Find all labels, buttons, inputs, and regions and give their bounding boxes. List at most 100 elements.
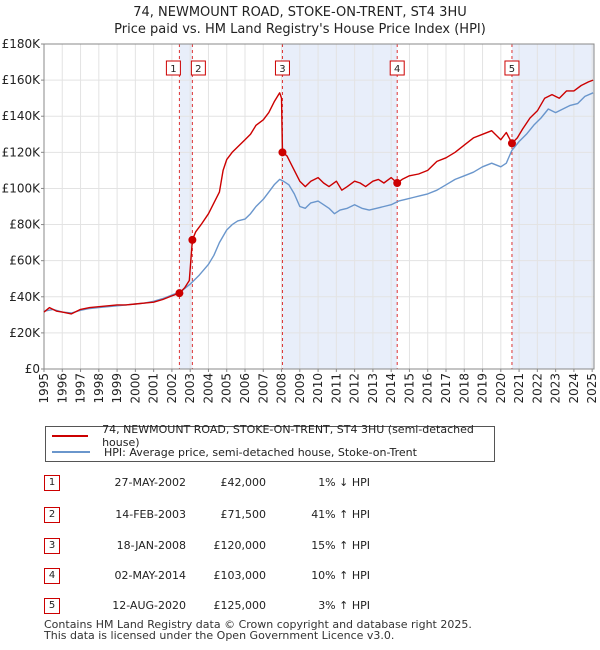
x-tick-label: 2003	[183, 373, 197, 404]
sale-row: 4 02-MAY-2014 £103,000 10% ↑ HPI	[0, 567, 600, 587]
y-tick-label: £80K	[9, 218, 41, 232]
x-tick-label: 2021	[512, 373, 526, 404]
title-line-2: Price paid vs. HM Land Registry's House …	[114, 22, 486, 37]
footer-attribution: Contains HM Land Registry data © Crown c…	[44, 619, 472, 641]
x-tick-label: 1995	[37, 373, 51, 404]
sale-price: £120,000	[213, 539, 267, 552]
legend-label-property: 74, NEWMOUNT ROAD, STOKE-ON-TRENT, ST4 3…	[102, 423, 474, 449]
sale-row: 3 18-JAN-2008 £120,000 15% ↑ HPI	[0, 537, 600, 557]
sale-label-box	[274, 60, 290, 76]
x-tick-label: 1997	[74, 373, 88, 404]
sale-price: £71,500	[220, 508, 267, 521]
sale-point	[175, 289, 184, 298]
x-tick-label: 2011	[329, 373, 343, 404]
x-tick-label: 2012	[348, 373, 362, 404]
sale-label-text: 5	[509, 64, 515, 75]
x-tick-label: 2000	[128, 373, 142, 404]
sale-number-badge: 1	[44, 475, 60, 491]
footer-line-2: This data is licensed under the Open Gov…	[44, 629, 395, 642]
legend: 74, NEWMOUNT ROAD, STOKE-ON-TRENT, ST4 3…	[45, 423, 495, 462]
legend-swatch-hpi	[52, 451, 90, 453]
sale-label-box	[389, 60, 405, 76]
x-tick-label: 2005	[220, 373, 234, 404]
x-tick-label: 1999	[110, 373, 124, 404]
sale-point	[507, 139, 516, 148]
sale-date: 27-MAY-2002	[114, 476, 186, 489]
sale-number-badge: 2	[44, 507, 60, 523]
legend-label-hpi: HPI: Average price, semi-detached house,…	[104, 445, 417, 459]
sale-hpi-diff: 10% ↑ HPI	[311, 569, 370, 582]
x-tick-label: 1998	[92, 373, 106, 404]
sale-label-box	[190, 60, 206, 76]
x-tick-label: 2023	[549, 373, 563, 404]
y-tick-label: £20K	[9, 326, 41, 340]
sale-hpi-diff: 3% ↑ HPI	[318, 599, 370, 612]
legend-item-property: 74, NEWMOUNT ROAD, STOKE-ON-TRENT, ST4 3…	[52, 423, 494, 449]
sale-point	[188, 235, 197, 244]
x-tick-label: 2014	[384, 373, 398, 404]
sale-hpi-diff: 1% ↓ HPI	[318, 476, 370, 489]
x-tick-label: 2017	[439, 373, 453, 404]
hpi-line	[43, 92, 594, 314]
sale-price: £103,000	[213, 569, 267, 582]
y-tick-label: £180K	[2, 37, 42, 51]
x-tick-label: 2016	[421, 373, 435, 404]
sale-label-box	[165, 60, 181, 76]
y-tick-label: £100K	[2, 181, 42, 195]
shaded-period	[511, 44, 594, 369]
x-tick-label: 2013	[366, 373, 380, 404]
x-tick-label: 2015	[402, 373, 416, 404]
sale-label-text: 3	[279, 64, 285, 75]
sale-date: 18-JAN-2008	[116, 539, 186, 552]
y-tick-label: £160K	[2, 73, 42, 87]
sale-row: 5 12-AUG-2020 £125,000 3% ↑ HPI	[0, 597, 600, 617]
x-tick-label: 2024	[567, 373, 581, 404]
footer-line-1: Contains HM Land Registry data © Crown c…	[44, 618, 472, 631]
sale-point	[278, 148, 287, 157]
y-tick-label: £120K	[2, 145, 42, 159]
sale-point	[393, 179, 402, 188]
plot-frame	[43, 43, 595, 370]
sale-row: 1 27-MAY-2002 £42,000 1% ↓ HPI	[0, 474, 600, 494]
x-tick-label: 2025	[585, 373, 599, 404]
price-chart: £0 £20K £40K £60K £80K £100K £120K £140K £160K £1…	[2, 37, 600, 404]
y-tick-label: £60K	[9, 254, 41, 268]
sale-price: £42,000	[220, 476, 267, 489]
sale-label-text: 4	[394, 64, 400, 75]
sale-date: 12-AUG-2020	[112, 599, 186, 612]
x-tick-label: 2022	[530, 373, 544, 404]
sale-hpi-diff: 15% ↑ HPI	[311, 539, 370, 552]
x-tick-label: 2008	[275, 373, 289, 404]
sale-label-text: 2	[195, 64, 201, 75]
y-tick-label: £40K	[9, 290, 41, 304]
legend-swatch-property	[52, 435, 89, 437]
title-line-1: 74, NEWMOUNT ROAD, STOKE-ON-TRENT, ST4 3…	[133, 5, 467, 20]
x-tick-label: 2001	[147, 373, 161, 404]
sale-label-box	[504, 60, 520, 76]
x-tick-label: 2006	[238, 373, 252, 404]
legend-item-hpi: HPI: Average price, semi-detached house,…	[52, 444, 417, 460]
x-tick-label: 2010	[311, 373, 325, 404]
x-tick-label: 2004	[201, 373, 215, 404]
sale-date: 02-MAY-2014	[114, 569, 186, 582]
sale-price: £125,000	[213, 599, 267, 612]
sale-row: 2 14-FEB-2003 £71,500 41% ↑ HPI	[0, 506, 600, 526]
chart-title: 74, NEWMOUNT ROAD, STOKE-ON-TRENT, ST4 3…	[0, 4, 600, 38]
y-tick-label: £0	[25, 362, 40, 376]
x-tick-label: 2020	[494, 373, 508, 404]
property-price-line	[43, 79, 594, 315]
y-tick-label: £140K	[2, 109, 42, 123]
x-tick-label: 2019	[476, 373, 490, 404]
x-tick-label: 2002	[165, 373, 179, 404]
sale-label-text: 1	[170, 64, 176, 75]
sale-date: 14-FEB-2003	[115, 508, 186, 521]
sale-number-badge: 4	[44, 568, 60, 584]
sale-hpi-diff: 41% ↑ HPI	[311, 508, 370, 521]
sale-number-badge: 5	[44, 598, 60, 614]
shaded-period	[179, 44, 193, 369]
x-tick-label: 2009	[293, 373, 307, 404]
x-tick-label: 2007	[256, 373, 270, 404]
x-tick-label: 1996	[55, 373, 69, 404]
x-tick-label: 2018	[457, 373, 471, 404]
sale-number-badge: 3	[44, 538, 60, 554]
